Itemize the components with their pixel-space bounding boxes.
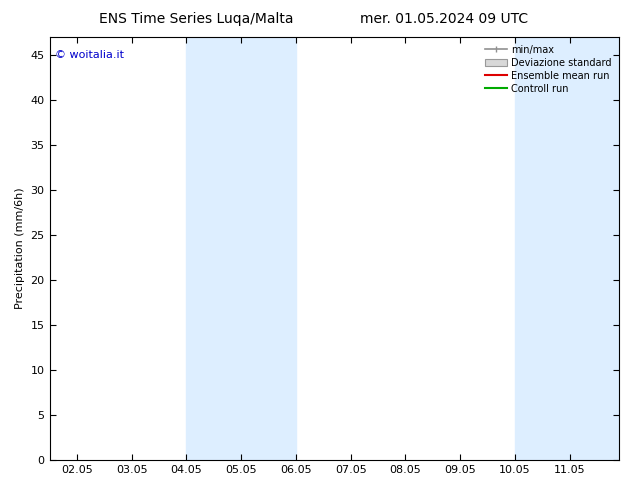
Bar <box>241 37 296 460</box>
Bar <box>515 37 570 460</box>
Bar <box>186 37 241 460</box>
Y-axis label: Precipitation (mm/6h): Precipitation (mm/6h) <box>15 188 25 309</box>
Text: ENS Time Series Luqa/Malta: ENS Time Series Luqa/Malta <box>100 12 294 26</box>
Legend: min/max, Deviazione standard, Ensemble mean run, Controll run: min/max, Deviazione standard, Ensemble m… <box>482 42 614 97</box>
Bar <box>570 37 619 460</box>
Text: mer. 01.05.2024 09 UTC: mer. 01.05.2024 09 UTC <box>359 12 528 26</box>
Text: © woitalia.it: © woitalia.it <box>55 50 124 60</box>
